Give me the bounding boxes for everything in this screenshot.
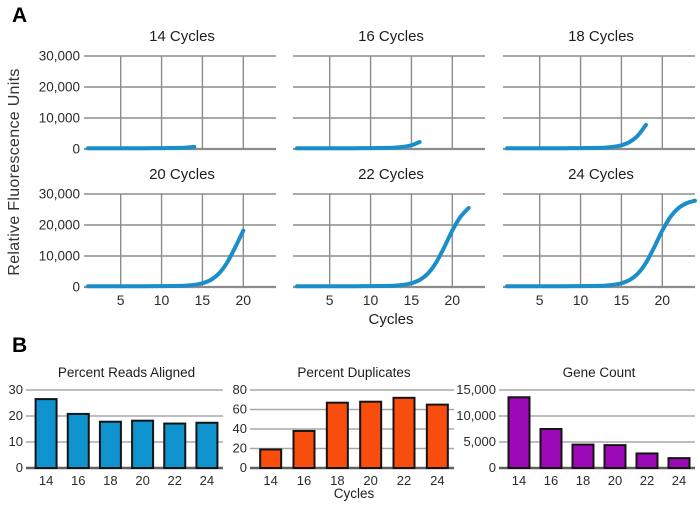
svg-text:20: 20	[233, 441, 247, 456]
svg-text:20,000: 20,000	[39, 218, 80, 233]
svg-text:14: 14	[512, 473, 526, 488]
svg-text:40: 40	[233, 421, 247, 436]
line-plot-svg	[503, 55, 695, 151]
svg-text:15: 15	[614, 292, 630, 308]
svg-text:5,000: 5,000	[463, 434, 496, 449]
svg-text:20: 20	[363, 473, 377, 488]
line-chart-22-cycles: 22 Cycles 5 10 15 20	[293, 165, 485, 308]
chart-title: 16 Cycles	[358, 28, 424, 45]
bar-plot-svg: 0 10 20 30 14 16 18 20 22 24	[9, 382, 223, 488]
svg-text:18: 18	[103, 473, 117, 488]
line-plot-svg: 0 10,000 20,000 30,000	[39, 49, 276, 157]
svg-text:60: 60	[233, 402, 247, 417]
svg-text:10: 10	[154, 292, 170, 308]
svg-text:20: 20	[9, 408, 23, 423]
svg-text:5: 5	[326, 292, 334, 308]
svg-text:10,000: 10,000	[456, 408, 496, 423]
svg-text:20: 20	[655, 292, 671, 308]
svg-text:0: 0	[240, 460, 247, 475]
svg-text:22: 22	[397, 473, 411, 488]
svg-text:30,000: 30,000	[39, 187, 80, 202]
svg-text:20: 20	[445, 292, 461, 308]
svg-text:15: 15	[195, 292, 211, 308]
svg-text:15,000: 15,000	[456, 382, 496, 397]
svg-text:5: 5	[536, 292, 544, 308]
svg-text:0: 0	[16, 460, 23, 475]
chart-title: 22 Cycles	[358, 166, 424, 183]
line-chart-14-cycles: 14 Cycles 0 10,000 20,000 30,000	[39, 27, 276, 157]
chart-title: 18 Cycles	[568, 28, 634, 45]
bar-chart-percent-duplicates: Percent Duplicates 0 20 40 60 80 14 16 18 20 22 24	[233, 364, 454, 488]
chart-title: Gene Count	[562, 365, 636, 380]
bar-plot-svg: 0 20 40 60 80 14 16 18 20 22 24	[233, 382, 454, 488]
chart-title: 20 Cycles	[149, 166, 215, 183]
svg-text:14: 14	[263, 473, 277, 488]
chart-title: Percent Duplicates	[297, 365, 411, 380]
svg-text:15: 15	[404, 292, 420, 308]
svg-text:10,000: 10,000	[39, 249, 80, 264]
line-chart-20-cycles: 20 Cycles 0 10,000 20,000 30,000 5 10 15 20	[39, 165, 276, 308]
svg-text:20: 20	[236, 292, 252, 308]
svg-text:10,000: 10,000	[39, 111, 80, 126]
svg-text:10: 10	[9, 434, 23, 449]
y-axis-label-relative-fluorescence-units: Relative Fluorescence Units	[6, 68, 23, 276]
svg-text:16: 16	[297, 473, 311, 488]
chart-title: Percent Reads Aligned	[57, 365, 196, 380]
panel-a-label: A	[12, 4, 28, 27]
chart-title: 14 Cycles	[149, 28, 215, 45]
line-chart-18-cycles: 18 Cycles	[503, 27, 695, 151]
svg-text:20: 20	[608, 473, 622, 488]
x-axis-label-cycles-panel-b: Cycles	[333, 486, 375, 501]
chart-title: 24 Cycles	[568, 166, 634, 183]
svg-text:30: 30	[9, 382, 23, 397]
svg-text:10: 10	[363, 292, 379, 308]
line-plot-svg	[293, 55, 485, 151]
line-plot-svg: 5 10 15 20	[503, 193, 697, 308]
bar-chart-gene-count: Gene Count 0 5,000 10,000 15,000 14 16 18 20 22 2…	[456, 364, 695, 488]
line-plot-svg: 0 10,000 20,000 30,000 5 10 15 20	[39, 187, 276, 308]
svg-text:22: 22	[168, 473, 182, 488]
svg-text:0: 0	[72, 280, 80, 295]
svg-text:22: 22	[640, 473, 654, 488]
line-chart-16-cycles: 16 Cycles	[293, 27, 485, 151]
svg-text:0: 0	[489, 460, 496, 475]
svg-text:30,000: 30,000	[39, 49, 80, 64]
line-chart-24-cycles: 24 Cycles 5 10 15 20	[503, 165, 697, 308]
svg-text:18: 18	[330, 473, 344, 488]
svg-text:80: 80	[233, 382, 247, 397]
svg-text:24: 24	[430, 473, 444, 488]
svg-text:24: 24	[672, 473, 686, 488]
x-axis-label-cycles-panel-a: Cycles	[368, 311, 414, 328]
bar-plot-svg: 0 5,000 10,000 15,000 14 16 18 20 22 24	[456, 382, 695, 488]
svg-text:16: 16	[71, 473, 85, 488]
svg-text:5: 5	[117, 292, 125, 308]
svg-text:18: 18	[576, 473, 590, 488]
svg-text:14: 14	[39, 473, 53, 488]
svg-text:24: 24	[200, 473, 214, 488]
svg-text:20: 20	[135, 473, 149, 488]
line-plot-svg: 5 10 15 20	[293, 193, 485, 308]
panel-b-label: B	[12, 334, 28, 357]
svg-text:20,000: 20,000	[39, 80, 80, 95]
svg-text:16: 16	[544, 473, 558, 488]
svg-text:10: 10	[573, 292, 589, 308]
bar-chart-percent-reads-aligned: Percent Reads Aligned 0 10 20 30 14 16 18 20 22 2…	[9, 364, 223, 488]
svg-text:0: 0	[72, 142, 80, 157]
